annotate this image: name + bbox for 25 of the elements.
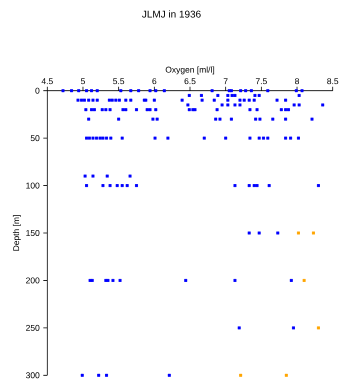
point [296,232,300,235]
y-tick-label: 250 [26,324,40,331]
chart-title: JLMJ in 1936 [142,10,201,18]
x-tick-label: 5.5 [113,78,124,84]
point [316,326,320,330]
x-tick-label: 7 [224,78,228,84]
x-tick-label: 8.5 [327,78,338,84]
x-tick-label: 7.5 [256,78,267,84]
y-axis-title: Depth [m] [12,215,21,251]
x-axis-title: Oxygen [ml/l] [166,66,214,74]
y-tick-label: 150 [26,230,40,236]
y-tick-label: 200 [26,277,40,284]
point [284,374,288,377]
x-tick-label: 8 [295,78,300,84]
x-tick-label: 6.5 [184,78,196,84]
x-tick-label: 4.5 [42,78,53,84]
y-tick-label: 50 [30,135,40,142]
x-tick-label: 5 [80,78,85,84]
point [312,232,315,235]
point [302,278,306,282]
point [239,374,242,377]
y-tick-label: 300 [26,372,40,378]
x-tick-label: 6 [152,78,156,84]
y-tick-label: 0 [35,88,40,94]
y-tick-label: 100 [26,182,40,189]
